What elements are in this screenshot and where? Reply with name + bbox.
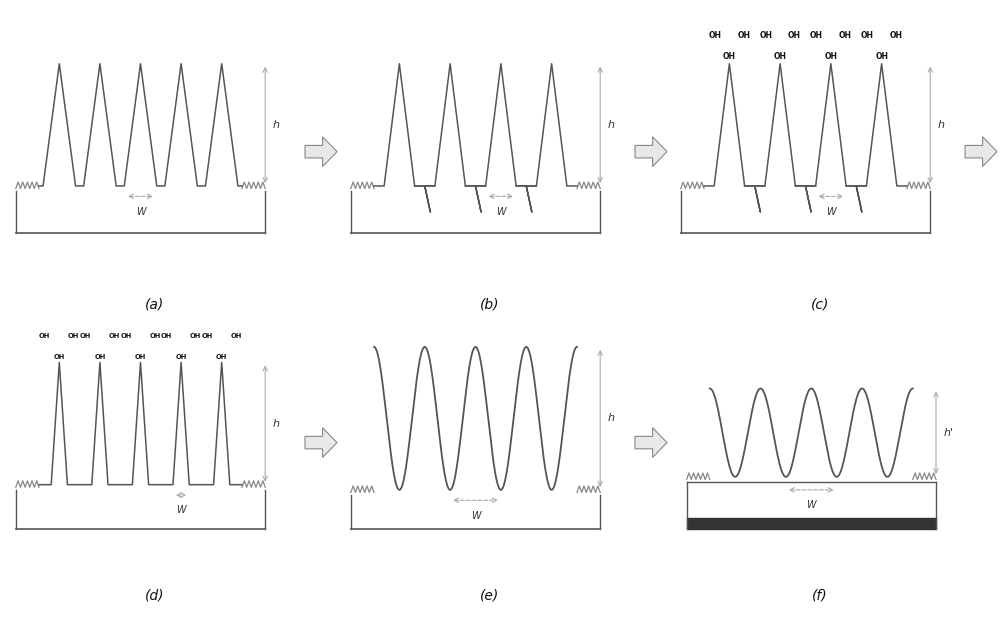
Text: OH: OH	[109, 333, 120, 339]
Text: h: h	[607, 120, 614, 130]
Text: OH: OH	[839, 32, 852, 40]
Text: W: W	[136, 207, 145, 217]
Text: (d): (d)	[145, 588, 165, 602]
Text: W: W	[471, 511, 480, 521]
Text: OH: OH	[161, 333, 172, 339]
Text: OH: OH	[216, 354, 227, 360]
Text: (a): (a)	[145, 297, 165, 311]
Text: h: h	[272, 418, 279, 428]
Text: OH: OH	[810, 32, 823, 40]
Text: h: h	[607, 413, 614, 423]
Text: (e): (e)	[480, 588, 500, 602]
Text: OH: OH	[723, 52, 736, 61]
Text: OH: OH	[202, 333, 213, 339]
Text: OH: OH	[231, 333, 242, 339]
Text: (b): (b)	[480, 297, 500, 311]
Text: OH: OH	[39, 333, 50, 339]
Text: OH: OH	[708, 32, 721, 40]
Text: OH: OH	[80, 333, 91, 339]
Text: OH: OH	[774, 52, 787, 61]
Text: W: W	[826, 207, 836, 217]
Text: OH: OH	[175, 354, 187, 360]
Text: W: W	[806, 500, 816, 510]
Text: OH: OH	[94, 354, 106, 360]
Text: W: W	[496, 207, 506, 217]
Text: OH: OH	[135, 354, 146, 360]
Text: h: h	[272, 120, 279, 130]
Text: (c): (c)	[811, 297, 829, 311]
Text: OH: OH	[875, 52, 888, 61]
Text: OH: OH	[190, 333, 201, 339]
Text: OH: OH	[788, 32, 801, 40]
Text: h': h'	[943, 428, 953, 438]
Text: OH: OH	[68, 333, 79, 339]
Text: h: h	[937, 120, 944, 130]
Text: (f): (f)	[812, 588, 828, 602]
Text: OH: OH	[890, 32, 903, 40]
Text: OH: OH	[759, 32, 772, 40]
Text: OH: OH	[861, 32, 874, 40]
Text: OH: OH	[120, 333, 132, 339]
Text: OH: OH	[737, 32, 750, 40]
Text: OH: OH	[149, 333, 161, 339]
Text: OH: OH	[54, 354, 65, 360]
Text: OH: OH	[824, 52, 837, 61]
Text: W: W	[176, 506, 186, 516]
